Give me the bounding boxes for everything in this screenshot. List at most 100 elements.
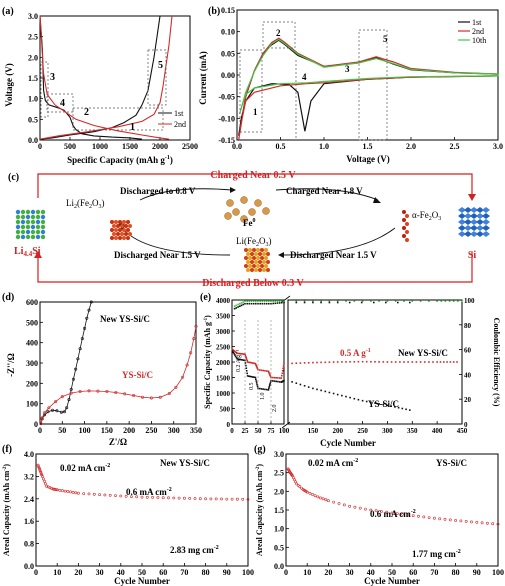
label-lifeo: Li(Fe2O3) [236, 236, 272, 248]
point-e-ce-new-ys-si-c [257, 300, 259, 302]
point-f-series [135, 495, 139, 499]
point-g-series [454, 519, 458, 522]
lifeo-atom [264, 264, 268, 268]
point-e-new-ys-si-c [382, 361, 385, 363]
panel-d-series [39, 300, 198, 426]
point-d-ys-si-c [39, 422, 43, 426]
point-e-ce-new-ys-si-c [240, 302, 243, 304]
li44si-atom [20, 234, 26, 240]
legend-a-2nd: 2nd [174, 120, 186, 129]
panel-a-xtick-label: 1500 [122, 142, 138, 151]
point-e-ce-new-ys-si-c [461, 300, 463, 302]
point-e-ce-new-ys-si-c [411, 300, 414, 302]
arrow-charged-18-head [373, 197, 381, 203]
point-e-new-ys-si-c [248, 361, 250, 364]
point-d-ys-si-c [78, 389, 82, 393]
li2fe2o3-atom [124, 224, 128, 228]
li2fe2o3-atom [116, 232, 120, 236]
point-e-ce-new-ys-si-c [361, 300, 364, 302]
point-e-new-ys-si-c [403, 361, 405, 363]
li2fe2o3-atom [118, 220, 122, 224]
arrow-discharged-08-head [230, 187, 236, 193]
fe0-particle [248, 208, 256, 216]
point-d-new-ys-si-c [76, 357, 80, 361]
si-atom [476, 207, 484, 213]
panel-g-xtick-label: 60 [409, 568, 417, 577]
panel-g-xtick-label: 50 [388, 568, 396, 577]
point-e-new-ys-si-c [246, 359, 248, 362]
si-lattice-icon [458, 207, 490, 237]
fe0-particle [240, 215, 248, 223]
li44si-atom [20, 209, 26, 215]
panel-f-xtick-label: 40 [117, 568, 125, 577]
point-e-new-ys-si-c [378, 361, 380, 363]
point-g-series [411, 514, 415, 518]
point-e-new-ys-si-c [278, 377, 281, 379]
region-box-3 [40, 61, 49, 118]
panel-f-xtick-label: 70 [180, 568, 188, 577]
point-d-ys-si-c [123, 392, 127, 396]
si-atom [476, 231, 484, 237]
point-e-ce-new-ys-si-c [370, 300, 372, 302]
point-d-ys-si-c [40, 416, 44, 420]
point-e-new-ys-si-c [283, 362, 285, 365]
point-f-series [204, 497, 208, 501]
panel-d-xtick-label: 350 [190, 426, 202, 435]
point-e-new-ys-si-c [245, 358, 248, 361]
label-d-new: New YS-Si/C [100, 314, 150, 324]
panel-f-ticks: 0 10 20 30 40 50 60 70 80 90 100 0.0 0.8 1.6 2.4 3.2 4.0 [24, 450, 254, 577]
point-e-ce-new-ys-si-c [345, 300, 347, 302]
point-e-ys-si-c [283, 379, 285, 382]
point-e-ce-new-ys-si-c [452, 300, 455, 302]
point-e-new-ys-si-c [255, 364, 258, 367]
lifeo-atom [246, 252, 250, 256]
point-e-ys-si-c [245, 370, 248, 372]
point-g-series [427, 516, 431, 520]
point-g-series [324, 498, 328, 502]
point-e-new-ys-si-c [249, 361, 251, 364]
point-d-new-ys-si-c [80, 337, 84, 341]
si-atom [476, 213, 484, 219]
point-e-ce-ys-si-c [283, 301, 285, 304]
panel-f-ytick-label: 4.0 [24, 450, 34, 459]
panel-g-xtick-label: 10 [303, 568, 311, 577]
point-e-new-ys-si-c [436, 361, 438, 363]
point-d-ys-si-c [192, 337, 196, 341]
point-e-ce-ys-si-c [233, 307, 236, 310]
title-f: New YS-Si/C [160, 458, 210, 468]
fe0-particle [254, 199, 262, 207]
panel-a-series [39, 15, 173, 140]
li44si-atom [40, 209, 46, 215]
fe0-particle [262, 207, 270, 215]
point-e-new-ys-si-c [281, 370, 284, 372]
point-d-ys-si-c [189, 351, 193, 355]
point-e-ce-new-ys-si-c [440, 300, 443, 302]
panel-b-xlabel: Voltage (V) [346, 154, 389, 164]
point-e-new-ys-si-c [349, 361, 351, 363]
point-e-ys-si-c [233, 352, 235, 355]
point-e-ce-new-ys-si-c [312, 300, 314, 302]
point-d-ys-si-c [181, 375, 185, 379]
point-e-ce-ys-si-c [263, 302, 266, 305]
point-e-ys-si-c [271, 380, 274, 382]
panel-e-xtick-label: 300 [382, 427, 393, 435]
panel-d-ytick-label: 100 [26, 400, 38, 409]
li2fe2o3-atom [120, 224, 124, 228]
point-e-ce-new-ys-si-c [250, 300, 253, 302]
si-atom [470, 219, 478, 225]
point-e-ce-ys-si-c [268, 302, 270, 305]
li2fe2o3-atom [110, 236, 114, 240]
region-label-1: 1 [130, 122, 135, 133]
fe0-nanoparticles-icon [224, 196, 270, 223]
region-box-2 [72, 107, 164, 131]
point-e-new-ys-si-c [386, 361, 389, 363]
li44si-atom [30, 234, 36, 240]
panel-d-xtick-label: 200 [123, 426, 135, 435]
lifeo-atom [256, 248, 260, 252]
point-e-ce-new-ys-si-c [276, 300, 279, 302]
series-a-2nd-discharge [39, 15, 170, 140]
panel-d-xtick-label: 250 [145, 426, 157, 435]
point-e-new-ys-si-c [446, 361, 448, 363]
point-f-series [108, 493, 112, 497]
panel-f-xtick-label: 60 [159, 568, 167, 577]
